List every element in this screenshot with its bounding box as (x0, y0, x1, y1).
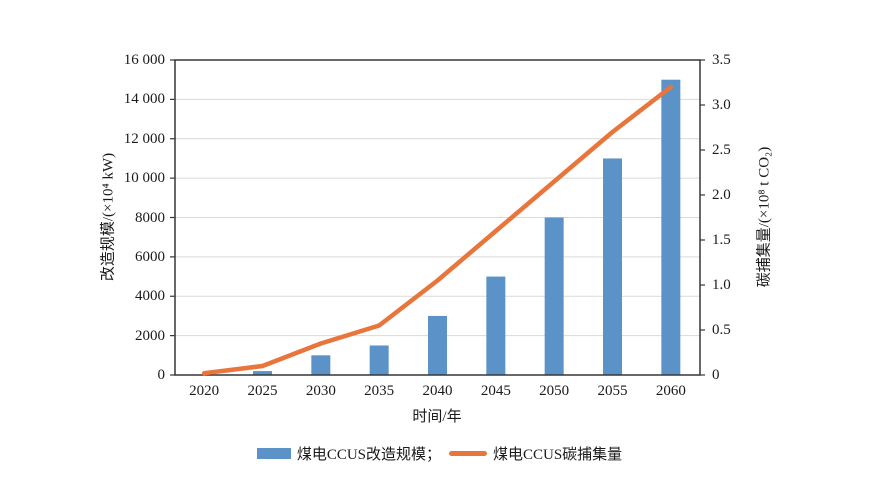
left-axis-tick-label: 2000 (135, 327, 165, 344)
right-axis-tick-label: 1.5 (712, 232, 731, 248)
line-series-swatch (449, 450, 487, 456)
left-axis-tick-label: 12 000 (123, 130, 165, 147)
left-axis-tick-label: 0 (157, 367, 166, 383)
capture-line-series (201, 84, 674, 376)
legend-item-bar: 煤电CCUS改造规模； (256, 443, 441, 464)
legend-item-line: 煤电CCUS碳捕集量 (449, 443, 622, 464)
bar-2040 (428, 315, 447, 375)
right-axis-tick-label: 1.0 (712, 277, 731, 293)
line-series-label: 煤电CCUS碳捕集量 (493, 446, 623, 463)
legend: 煤电CCUS改造规模； 煤电CCUS碳捕集量 (0, 441, 879, 465)
left-axis-tick-label: 4000 (135, 288, 165, 305)
left-axis-tick-label: 10 000 (123, 170, 165, 187)
x-axis-title: 时间/年 (412, 409, 462, 425)
left-axis-tick-label: 14 000 (123, 91, 165, 108)
right-axis-tick-label: 3.5 (712, 52, 731, 68)
right-axis-title: 碳捕集量/(×10⁸ t CO₂) (756, 146, 773, 288)
x-axis-tick-label: 2040 (422, 383, 453, 399)
x-axis-tick-label: 2025 (247, 383, 278, 399)
right-axis-tick-label: 3.0 (712, 97, 731, 113)
left-axis-title: 改造规模/(×10⁴ kW) (100, 152, 117, 282)
x-axis-tick-label: 2030 (305, 383, 336, 399)
right-axis-tick-label: 0 (712, 367, 720, 383)
right-axis-tick-label: 2.0 (712, 187, 731, 203)
x-axis-tick-label: 2045 (480, 383, 511, 399)
bar-2025 (253, 371, 272, 375)
x-axis-tick-label: 2055 (597, 383, 628, 399)
bar-2050 (544, 217, 564, 375)
bar-2045 (486, 276, 506, 375)
left-axis-tick-label: 16 000 (123, 52, 165, 68)
bar-2035 (369, 345, 389, 375)
x-axis-tick-label: 2060 (655, 383, 686, 399)
bar-series-swatch (256, 447, 291, 459)
bar-2055 (603, 158, 622, 375)
x-axis-tick-label: 2035 (364, 383, 395, 399)
bar-2060 (661, 79, 681, 375)
right-axis-tick-label: 2.5 (712, 142, 731, 158)
x-axis-tick-label: 2020 (189, 383, 220, 399)
right-axis-tick-label: 0.5 (712, 322, 731, 338)
left-axis-tick-label: 8000 (135, 209, 165, 226)
bar-2030 (311, 355, 331, 375)
x-axis-tick-label: 2050 (539, 383, 570, 399)
bar-series-label: 煤电CCUS改造规模； (296, 446, 441, 463)
left-axis-tick-label: 6000 (135, 248, 165, 265)
